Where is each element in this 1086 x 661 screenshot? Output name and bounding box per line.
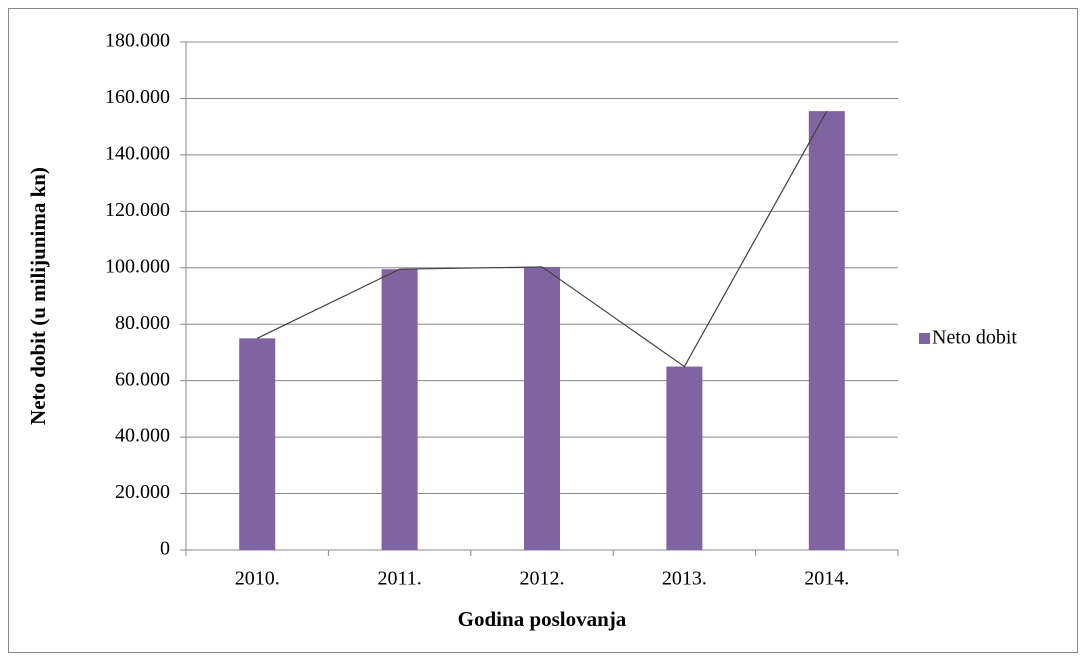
x-tick-label: 2010. bbox=[235, 568, 280, 590]
overlay-line bbox=[256, 110, 828, 368]
x-tick-label: 2011. bbox=[377, 568, 421, 590]
bar bbox=[808, 111, 845, 551]
y-tick-label: 0 bbox=[160, 538, 170, 560]
y-tick-label: 120.000 bbox=[105, 199, 170, 221]
bar bbox=[381, 269, 418, 550]
y-tick-label: 20.000 bbox=[115, 481, 170, 503]
y-tick-label: 160.000 bbox=[105, 86, 170, 108]
bar bbox=[666, 366, 703, 550]
x-tick-label: 2014. bbox=[804, 568, 849, 590]
y-tick-label: 180.000 bbox=[105, 30, 170, 52]
y-tick-label: 100.000 bbox=[105, 255, 170, 277]
bar bbox=[524, 266, 560, 550]
x-tick-label: 2012. bbox=[520, 568, 565, 590]
y-axis-title: Neto dobit (u milijunima kn) bbox=[26, 167, 50, 425]
bar bbox=[239, 338, 276, 550]
y-tick-label: 40.000 bbox=[115, 425, 170, 447]
y-tick-label: 80.000 bbox=[115, 312, 170, 334]
y-tick-label: 140.000 bbox=[105, 142, 170, 164]
legend-swatch bbox=[919, 333, 930, 344]
x-axis-title: Godina poslovanja bbox=[458, 607, 627, 631]
legend-label: Neto dobit bbox=[932, 327, 1017, 349]
y-tick-label: 60.000 bbox=[115, 368, 170, 390]
x-tick-label: 2013. bbox=[662, 568, 707, 590]
